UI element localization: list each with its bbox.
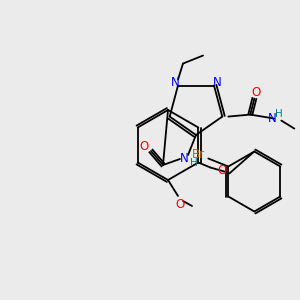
Text: N: N: [213, 76, 221, 89]
Text: H: H: [190, 158, 198, 168]
Text: Br: Br: [192, 148, 205, 161]
Text: O: O: [140, 140, 148, 154]
Text: N: N: [171, 76, 179, 89]
Text: N: N: [268, 112, 277, 125]
Text: O: O: [252, 86, 261, 99]
Text: O: O: [218, 164, 227, 177]
Text: H: H: [275, 109, 283, 118]
Text: O: O: [176, 197, 184, 211]
Text: N: N: [180, 152, 188, 164]
